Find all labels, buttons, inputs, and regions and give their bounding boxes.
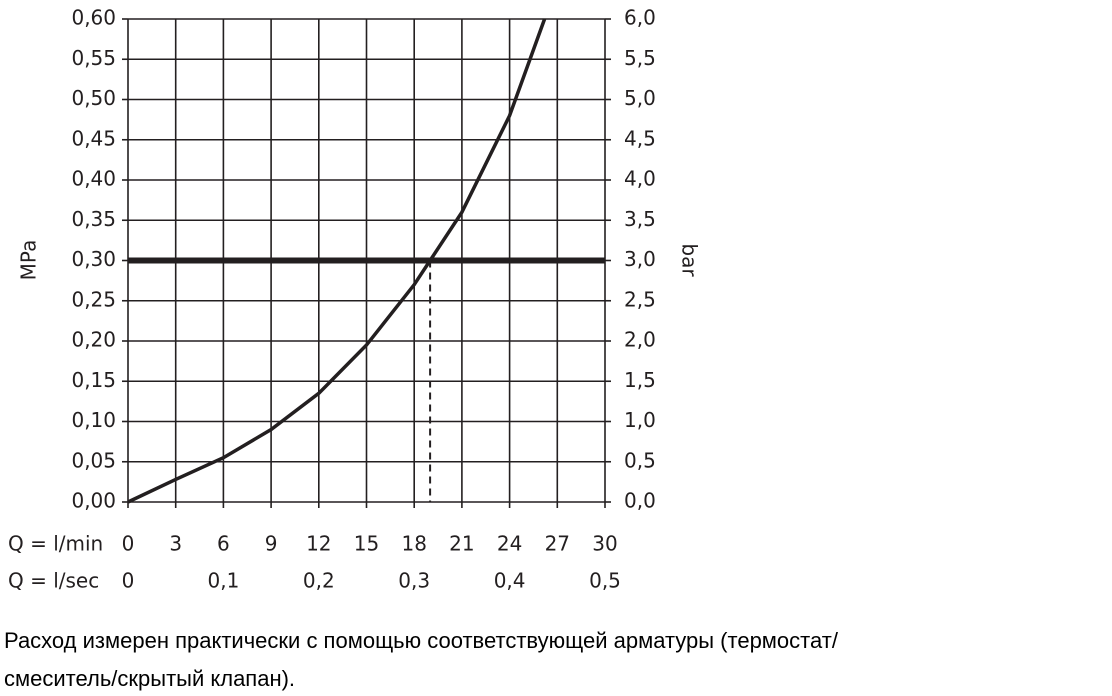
y2-tick-label: 0,5 [624, 448, 656, 472]
y2-tick-label: 0,0 [624, 489, 656, 513]
y2-tick-label: 1,0 [624, 408, 656, 432]
x2-tick-label: 0,3 [398, 569, 430, 593]
y-tick-label: 0,20 [71, 328, 116, 352]
y2-tick-label: 6,0 [624, 6, 656, 30]
curve [127, 18, 547, 504]
x2-tick-label: 0,1 [207, 569, 239, 593]
x-tick-label: 21 [449, 532, 474, 556]
y-tick-label: 0,40 [71, 167, 116, 191]
x-tick-label: 15 [354, 532, 379, 556]
x2-tick-label: 0,5 [589, 569, 621, 593]
x2-tick-label: 0,4 [494, 569, 526, 593]
x-tick-label: 24 [497, 532, 522, 556]
y-axis-label: MPa [17, 240, 41, 281]
caption: Расход измерен практически с помощью соо… [4, 628, 839, 653]
x-axis-label: Q = l/min [8, 532, 103, 556]
x-tick-label: 9 [265, 532, 278, 556]
y-tick-label: 0,50 [71, 86, 116, 110]
x-tick-label: 30 [592, 532, 617, 556]
y2-tick-label: 2,5 [624, 287, 656, 311]
y-tick-label: 0,60 [71, 6, 116, 30]
y2-tick-label: 5,5 [624, 46, 656, 70]
caption: смеситель/скрытый клапан). [4, 666, 295, 691]
y-tick-label: 0,05 [71, 448, 116, 472]
x2-tick-label: 0 [122, 569, 135, 593]
y-tick-label: 0,25 [71, 287, 116, 311]
x2-axis-label: Q = l/sec [8, 569, 99, 593]
y2-tick-label: 1,5 [624, 368, 656, 392]
y2-tick-label: 3,0 [624, 247, 656, 271]
x-tick-label: 3 [169, 532, 182, 556]
x-tick-label: 6 [217, 532, 230, 556]
y-tick-label: 0,10 [71, 408, 116, 432]
x-tick-label: 18 [401, 532, 426, 556]
x-tick-label: 0 [122, 532, 135, 556]
y-tick-label: 0,15 [71, 368, 116, 392]
y-tick-label: 0,45 [71, 126, 116, 150]
x-tick-label: 27 [545, 532, 570, 556]
y-tick-label: 0,00 [71, 489, 116, 513]
y-tick-label: 0,35 [71, 207, 116, 231]
y-tick-label: 0,30 [71, 247, 116, 271]
y2-tick-label: 4,5 [624, 126, 656, 150]
x2-tick-label: 0,2 [303, 569, 335, 593]
x-tick-label: 12 [306, 532, 331, 556]
y2-axis-label: bar [678, 243, 702, 277]
y-tick-label: 0,55 [71, 46, 116, 70]
y2-tick-label: 5,0 [624, 86, 656, 110]
y2-tick-label: 3,5 [624, 207, 656, 231]
y2-tick-label: 2,0 [624, 328, 656, 352]
y2-tick-label: 4,0 [624, 167, 656, 191]
